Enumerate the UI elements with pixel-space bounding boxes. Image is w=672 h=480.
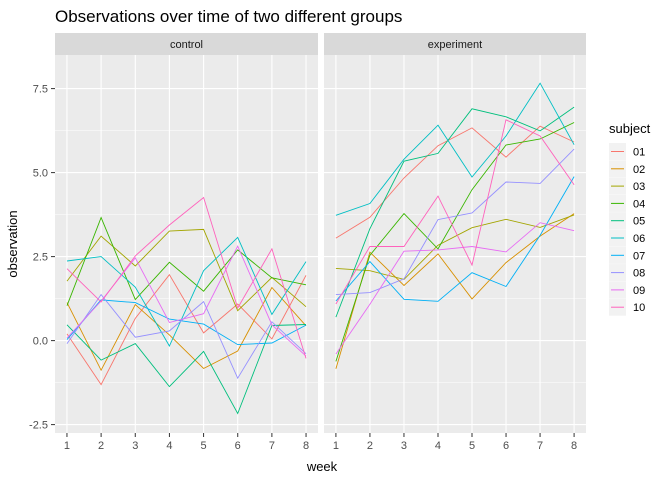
gridlines-experiment: [324, 55, 586, 433]
series-lines-experiment: [335, 82, 575, 369]
legend-label: 05: [633, 216, 645, 228]
legend-label: 04: [633, 198, 645, 210]
plot-area-control: [55, 55, 318, 433]
x-tick-label: 4: [435, 440, 441, 452]
x-tick-label: 7: [269, 440, 275, 452]
x-tick-label: 3: [401, 440, 407, 452]
legend-label: 07: [633, 250, 645, 262]
legend-title: subject: [609, 121, 651, 136]
plot-area-experiment: [324, 55, 586, 433]
series-line-experiment-03: [335, 214, 575, 280]
legend: subject 01 02 03 04 05 06 07 08 09 10: [609, 121, 651, 316]
x-tick-label: 6: [503, 440, 509, 452]
x-tick-label: 2: [98, 440, 104, 452]
series-line-experiment-10: [335, 119, 575, 305]
x-axis-experiment: 1 2 3 4 5 6 7 8: [333, 433, 577, 452]
legend-label: 10: [633, 302, 645, 314]
series-line-experiment-01: [335, 125, 575, 239]
legend-label: 09: [633, 285, 645, 297]
x-tick-label: 5: [201, 440, 207, 452]
series-lines-control: [66, 196, 307, 415]
strip-label-experiment: experiment: [428, 39, 482, 51]
strip-label-control: control: [170, 39, 203, 51]
chart-title: Observations over time of two different …: [55, 7, 402, 26]
x-tick-label: 7: [537, 440, 543, 452]
series-line-control-04: [66, 216, 307, 306]
x-tick-label: 3: [132, 440, 138, 452]
strip-control: [55, 33, 318, 55]
series-line-experiment-07: [335, 176, 575, 302]
panel-experiment: experiment: [324, 33, 586, 433]
gridlines-control: [55, 55, 318, 433]
x-tick-label: 1: [333, 440, 339, 452]
series-line-control-10: [66, 196, 307, 359]
legend-label: 02: [633, 164, 645, 176]
legend-label: 08: [633, 268, 645, 280]
series-line-experiment-05: [335, 106, 575, 318]
legend-label: 03: [633, 181, 645, 193]
x-tick-label: 1: [64, 440, 70, 452]
series-line-experiment-02: [335, 213, 575, 369]
strip-experiment: [324, 33, 586, 55]
series-line-control-02: [66, 286, 307, 372]
series-line-experiment-04: [335, 122, 575, 362]
series-line-experiment-08: [335, 148, 575, 296]
x-tick-label: 8: [571, 440, 577, 452]
series-line-control-03: [66, 228, 307, 312]
x-tick-label: 5: [469, 440, 475, 452]
x-tick-label: 4: [166, 440, 172, 452]
series-line-experiment-06: [335, 82, 575, 216]
series-line-control-05: [66, 324, 307, 415]
legend-label: 06: [633, 233, 645, 245]
series-line-control-07: [66, 299, 307, 346]
y-tick-label: -2.5: [29, 420, 48, 432]
y-axis-title: observation: [5, 210, 20, 277]
y-tick-label: 5.0: [33, 168, 48, 180]
series-line-control-06: [66, 236, 307, 347]
y-tick-label: 0.0: [33, 336, 48, 348]
y-tick-label: 2.5: [33, 252, 48, 264]
x-tick-label: 6: [235, 440, 241, 452]
x-axis-control: 1 2 3 4 5 6 7 8: [64, 433, 309, 452]
y-tick-label: 7.5: [33, 84, 48, 96]
panel-control: control: [55, 33, 318, 433]
x-tick-label: 8: [303, 440, 309, 452]
series-line-control-01: [66, 273, 307, 386]
y-axis: -2.5 0.0 2.5 5.0 7.5: [29, 84, 55, 432]
series-line-control-08: [66, 293, 307, 380]
x-axis-title: week: [306, 459, 338, 474]
legend-label: 01: [633, 147, 645, 159]
x-tick-label: 2: [367, 440, 373, 452]
series-line-experiment-09: [335, 222, 575, 355]
